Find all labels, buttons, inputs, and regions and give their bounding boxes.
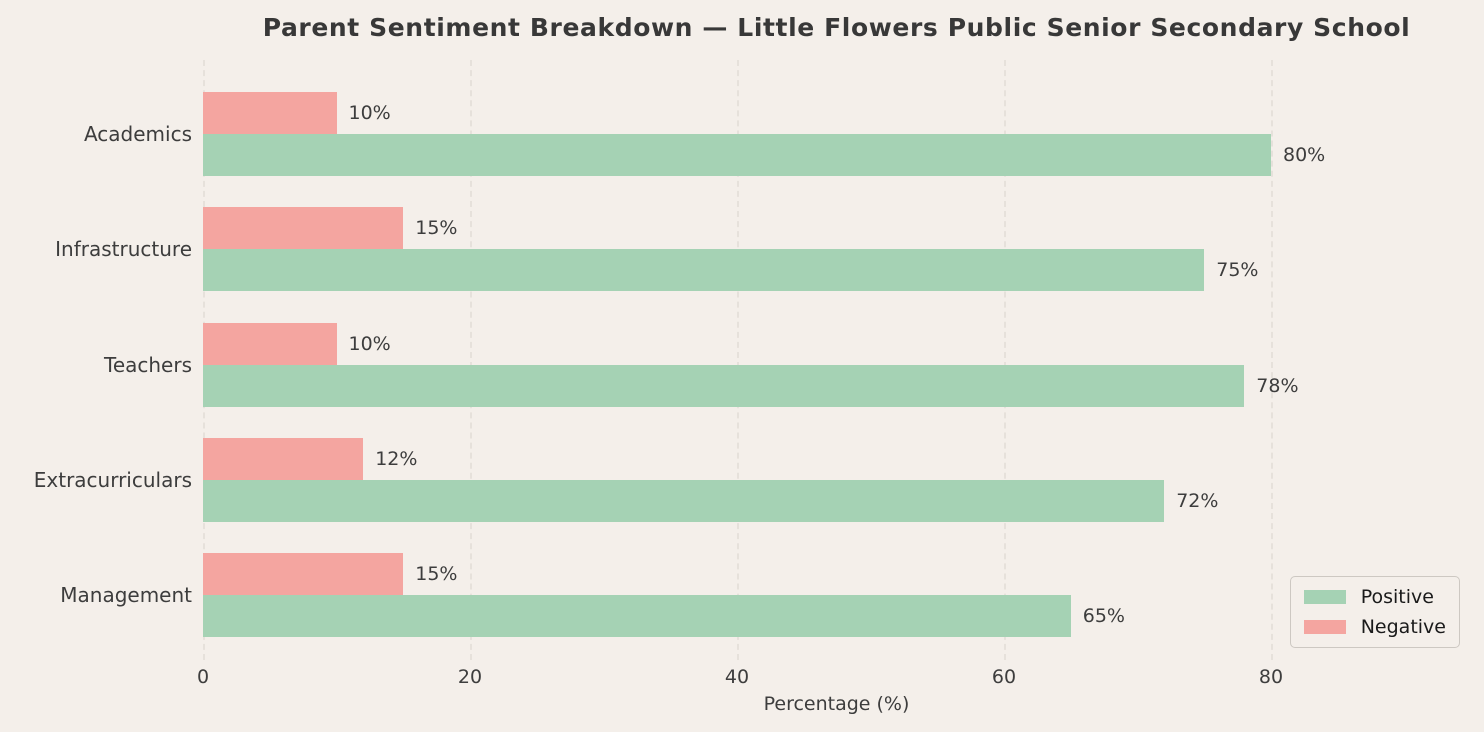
- legend-swatch-positive: [1303, 590, 1346, 604]
- value-label: 78%: [1256, 374, 1299, 397]
- bar-positive-extracurriculars: [203, 479, 1165, 522]
- category-label: Infrastructure: [55, 237, 192, 262]
- x-tick-label: 40: [724, 666, 750, 688]
- gridline-80: [1271, 60, 1273, 660]
- value-label: 72%: [1176, 489, 1219, 512]
- plot-area: 10% 80% 15% 75% 10% 78% 12% 72% 15% 65%: [203, 60, 1470, 660]
- bar-negative-management: [203, 553, 404, 595]
- x-tick-label: 0: [196, 666, 210, 688]
- category-label: Extracurriculars: [33, 467, 192, 492]
- bar-negative-infrastructure: [203, 207, 404, 250]
- value-label: 75%: [1216, 259, 1259, 282]
- legend-swatch-negative: [1303, 620, 1346, 634]
- bar-positive-infrastructure: [203, 249, 1205, 292]
- value-label: 15%: [415, 217, 458, 240]
- x-tick-label: 80: [1258, 666, 1284, 688]
- bar-negative-teachers: [203, 322, 337, 365]
- value-label: 15%: [415, 563, 458, 585]
- gridline-60: [1004, 60, 1006, 660]
- legend-label: Positive: [1360, 586, 1434, 608]
- bar-positive-teachers: [203, 364, 1245, 407]
- chart-title: Parent Sentiment Breakdown — Little Flow…: [262, 13, 1411, 42]
- value-label: 10%: [348, 102, 391, 124]
- bar-positive-academics: [203, 134, 1271, 176]
- x-tick-label: 60: [991, 666, 1017, 688]
- legend-label: Negative: [1360, 616, 1446, 638]
- x-axis-label: Percentage (%): [763, 693, 910, 715]
- value-label: 65%: [1082, 605, 1125, 627]
- category-label: Academics: [83, 122, 192, 146]
- bar-negative-academics: [203, 92, 337, 134]
- legend-entry-negative: Negative: [1303, 616, 1446, 638]
- x-tick-label: 20: [457, 666, 483, 688]
- bar-positive-management: [203, 595, 1071, 637]
- bar-negative-extracurriculars: [203, 437, 364, 480]
- value-label: 10%: [348, 332, 391, 355]
- legend-entry-positive: Positive: [1303, 586, 1446, 608]
- category-label: Teachers: [104, 352, 192, 377]
- value-label: 12%: [375, 447, 418, 470]
- value-label: 80%: [1283, 144, 1326, 166]
- gridline-40: [737, 60, 739, 660]
- legend: Positive Negative: [1289, 576, 1460, 648]
- gridline-20: [470, 60, 472, 660]
- category-label: Management: [60, 583, 192, 607]
